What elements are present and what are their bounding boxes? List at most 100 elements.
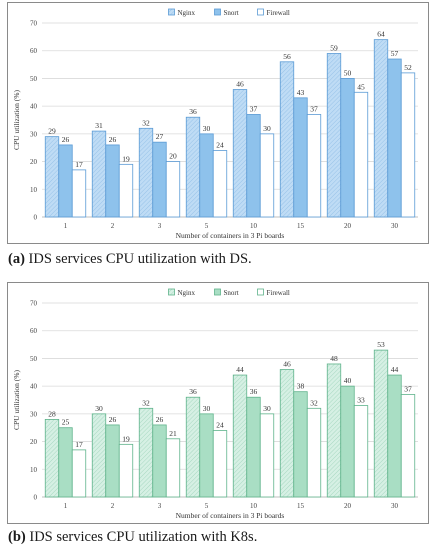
bar-nginx	[44, 418, 60, 498]
cpu-utilization-k8s-chart: 0 10 20 30 40 50 60 70 CPU utilization (%) Number…	[12, 288, 418, 520]
data-label: 30	[203, 124, 211, 133]
y-tick-label: 50	[30, 355, 38, 363]
data-label: 46	[236, 80, 244, 89]
y-axis-label: CPU utilization (%)	[12, 90, 21, 150]
bar-snort	[340, 385, 355, 498]
y-tick-label: 20	[30, 438, 38, 446]
y-tick-label: 0	[34, 494, 38, 502]
y-tick-label: 30	[30, 410, 38, 418]
legend-label-snort: Snort	[224, 289, 239, 297]
data-label: 28	[48, 409, 56, 418]
bar-snort	[387, 374, 402, 498]
chart-panel-b: 0 10 20 30 40 50 60 70 CPU utilization (%) Number…	[7, 282, 429, 524]
y-axis-label: CPU utilization (%)	[12, 370, 21, 430]
y-tick-label: 40	[30, 103, 38, 111]
bar-snort	[293, 97, 308, 218]
x-tick-label: 10	[250, 502, 258, 510]
data-label: 37	[250, 104, 258, 113]
x-tick-label: 5	[205, 222, 209, 230]
legend-label-nginx: Nginx	[178, 289, 196, 297]
bar-nginx	[279, 369, 295, 498]
caption-b-text: IDS services CPU utilization with K8s.	[25, 529, 258, 545]
data-label: 26	[109, 135, 117, 144]
bar-nginx	[138, 407, 154, 498]
y-tick-label: 60	[30, 327, 38, 335]
x-tick-label: 20	[344, 222, 352, 230]
y-tick-label: 20	[30, 158, 38, 166]
data-label: 36	[250, 387, 258, 396]
data-label: 24	[216, 140, 224, 149]
bar-firewall	[165, 161, 181, 218]
x-tick-label: 15	[297, 222, 305, 230]
bar-nginx	[373, 349, 389, 498]
data-label: 53	[377, 340, 385, 349]
bar-snort	[105, 424, 120, 498]
x-tick-label: 2	[111, 502, 115, 510]
data-label: 36	[189, 387, 197, 396]
data-label: 25	[62, 418, 70, 427]
bar-snort	[246, 114, 261, 218]
bar-snort	[152, 141, 167, 218]
bar-snort	[58, 427, 73, 498]
legend-swatch-nginx	[168, 8, 175, 16]
data-label: 19	[122, 434, 130, 443]
y-tick-label: 10	[30, 466, 38, 474]
bar-nginx	[232, 89, 248, 218]
chart-panel-a: 0 10 20 30 40 50 60 70 CPU utilization (%) Number…	[7, 2, 429, 244]
data-label: 26	[109, 415, 117, 424]
data-label: 20	[169, 152, 177, 161]
data-label: 57	[391, 49, 399, 58]
bar-snort	[293, 391, 308, 498]
x-tick-label: 15	[297, 502, 305, 510]
data-label: 27	[156, 132, 164, 141]
caption-a: (a) IDS services CPU utilization with DS…	[8, 251, 252, 268]
data-label: 40	[344, 376, 352, 385]
bar-nginx	[44, 136, 60, 218]
x-tick-label: 3	[158, 222, 162, 230]
x-tick-label: 1	[64, 502, 68, 510]
bar-snort	[387, 58, 402, 218]
data-label: 32	[310, 398, 318, 407]
bar-firewall	[400, 394, 416, 498]
bar-snort	[199, 413, 214, 498]
x-tick-label: 2	[111, 222, 115, 230]
legend-label-firewall: Firewall	[267, 9, 290, 17]
caption-a-label: (a)	[8, 251, 25, 267]
legend-label-firewall: Firewall	[267, 289, 290, 297]
legend-label-snort: Snort	[224, 9, 239, 17]
legend-label-nginx: Nginx	[178, 9, 196, 17]
bar-nginx	[232, 374, 248, 498]
bar-nginx	[326, 363, 342, 498]
y-tick-label: 10	[30, 186, 38, 194]
bar-nginx	[279, 61, 295, 218]
y-tick-label: 70	[30, 20, 38, 28]
data-label: 36	[189, 107, 197, 116]
data-label: 64	[377, 30, 385, 39]
data-label: 31	[95, 121, 103, 130]
bar-firewall	[118, 443, 134, 498]
data-label: 30	[95, 404, 103, 413]
bar-firewall	[400, 72, 416, 218]
data-label: 37	[310, 104, 318, 113]
legend-swatch-nginx	[168, 288, 175, 296]
bar-nginx	[373, 39, 389, 218]
x-axis-label: Number of containers in 3 Pi boards	[176, 231, 285, 240]
data-label: 37	[404, 384, 412, 393]
data-label: 32	[142, 118, 150, 127]
bar-firewall	[306, 407, 322, 498]
bar-snort	[246, 396, 261, 498]
bar-firewall	[212, 150, 228, 218]
data-label: 17	[75, 160, 83, 169]
bar-firewall	[353, 405, 369, 498]
bar-firewall	[118, 163, 134, 218]
bar-nginx	[138, 127, 154, 218]
data-label: 46	[283, 360, 291, 369]
data-label: 26	[156, 415, 164, 424]
data-label: 38	[297, 382, 305, 391]
data-label: 30	[203, 404, 211, 413]
x-tick-label: 1	[64, 222, 68, 230]
data-label: 59	[330, 43, 338, 52]
legend-swatch-firewall	[257, 288, 264, 296]
bar-snort	[199, 133, 214, 218]
cpu-utilization-ds-chart: 0 10 20 30 40 50 60 70 CPU utilization (%) Number…	[12, 8, 418, 240]
